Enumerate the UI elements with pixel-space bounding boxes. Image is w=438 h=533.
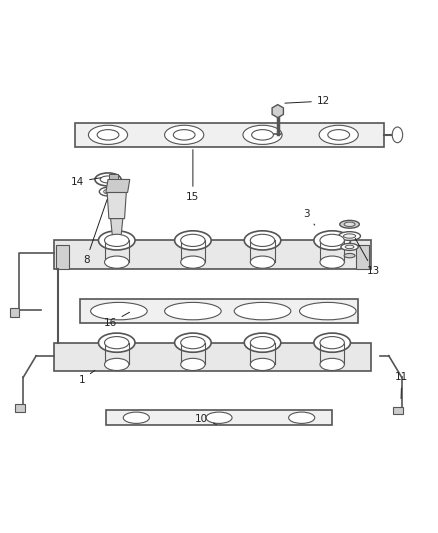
Ellipse shape [300, 302, 356, 320]
Ellipse shape [320, 358, 344, 370]
Ellipse shape [319, 125, 358, 144]
Polygon shape [80, 299, 358, 323]
Ellipse shape [345, 245, 354, 249]
Polygon shape [106, 180, 130, 192]
Polygon shape [113, 236, 121, 245]
Ellipse shape [341, 244, 358, 251]
Ellipse shape [344, 254, 355, 258]
Bar [10, 308, 19, 317]
Ellipse shape [328, 130, 350, 140]
Polygon shape [53, 240, 371, 269]
Text: 1: 1 [78, 370, 95, 385]
Ellipse shape [105, 336, 129, 349]
Bar [356, 245, 369, 269]
Ellipse shape [99, 231, 135, 250]
Ellipse shape [181, 235, 205, 246]
Ellipse shape [343, 234, 356, 238]
Text: 10: 10 [195, 414, 216, 424]
Ellipse shape [392, 127, 403, 143]
Ellipse shape [97, 130, 119, 140]
Ellipse shape [105, 256, 129, 268]
Ellipse shape [289, 412, 315, 423]
Ellipse shape [181, 256, 205, 268]
Ellipse shape [234, 302, 291, 320]
Polygon shape [75, 123, 385, 147]
Ellipse shape [181, 336, 205, 349]
Ellipse shape [339, 232, 360, 240]
Ellipse shape [104, 189, 113, 194]
Ellipse shape [88, 125, 127, 144]
Ellipse shape [251, 256, 275, 268]
Ellipse shape [320, 235, 344, 246]
Ellipse shape [91, 302, 147, 320]
Ellipse shape [244, 231, 281, 250]
Text: 8: 8 [83, 199, 107, 265]
Ellipse shape [105, 235, 129, 246]
Text: 15: 15 [186, 150, 200, 202]
Polygon shape [106, 410, 332, 425]
Bar [56, 245, 69, 269]
Ellipse shape [99, 333, 135, 352]
Ellipse shape [252, 130, 273, 140]
Ellipse shape [244, 333, 281, 352]
Bar [393, 407, 403, 415]
Ellipse shape [105, 358, 129, 370]
Ellipse shape [314, 231, 350, 250]
Text: 3: 3 [303, 209, 315, 225]
Polygon shape [107, 192, 126, 219]
Text: 13: 13 [355, 238, 380, 276]
Ellipse shape [344, 222, 355, 227]
Ellipse shape [251, 235, 275, 246]
Text: 16: 16 [103, 312, 130, 328]
Text: 12: 12 [285, 96, 330, 106]
Text: 14: 14 [71, 176, 101, 187]
Ellipse shape [181, 358, 205, 370]
Bar [15, 405, 25, 413]
Text: 11: 11 [395, 373, 408, 399]
Bar [109, 174, 117, 180]
Polygon shape [272, 104, 283, 118]
Ellipse shape [175, 231, 211, 250]
Ellipse shape [251, 336, 275, 349]
Ellipse shape [100, 176, 116, 183]
Ellipse shape [320, 336, 344, 349]
Polygon shape [111, 219, 123, 236]
Ellipse shape [123, 412, 149, 423]
Ellipse shape [165, 125, 204, 144]
Ellipse shape [173, 130, 195, 140]
Ellipse shape [99, 187, 117, 196]
Ellipse shape [95, 173, 121, 186]
Ellipse shape [243, 125, 282, 144]
Ellipse shape [206, 412, 232, 423]
Ellipse shape [340, 220, 359, 228]
Ellipse shape [320, 256, 344, 268]
Ellipse shape [314, 333, 350, 352]
Ellipse shape [251, 358, 275, 370]
Ellipse shape [175, 333, 211, 352]
Polygon shape [53, 343, 371, 371]
Ellipse shape [165, 302, 221, 320]
